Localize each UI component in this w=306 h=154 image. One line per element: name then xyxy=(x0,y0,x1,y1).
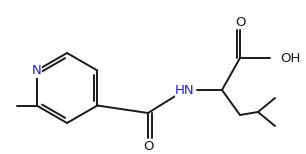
Text: O: O xyxy=(235,16,245,28)
Text: OH: OH xyxy=(280,51,300,65)
Text: O: O xyxy=(143,140,153,152)
Text: N: N xyxy=(32,64,42,77)
Text: HN: HN xyxy=(175,83,195,97)
